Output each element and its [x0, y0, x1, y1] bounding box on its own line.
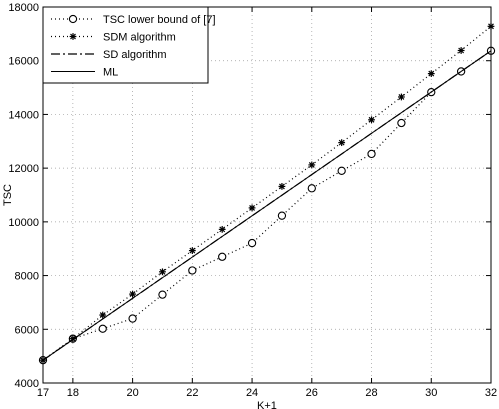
star-stroke [368, 116, 375, 123]
series-line-4 [42, 50, 492, 361]
y-tick-label: 4000 [15, 378, 39, 390]
x-tick-label: 30 [425, 387, 437, 399]
x-axis-label: K+1 [257, 400, 277, 409]
star-stroke [219, 226, 226, 233]
star-stroke [159, 268, 166, 275]
data-point-star [129, 290, 136, 298]
data-point-star [368, 116, 375, 124]
grid [43, 7, 491, 383]
series-line-1 [42, 50, 492, 361]
data-point-circle [128, 314, 137, 323]
data-point-circle [277, 211, 287, 220]
data-point-star [308, 161, 316, 169]
x-tick-label: 24 [246, 387, 258, 399]
y-tick-label: 6000 [15, 324, 39, 336]
data-point-circle [307, 184, 316, 193]
data-point-star [99, 311, 107, 319]
y-tick-label: 10000 [8, 217, 39, 229]
plot-frame [42, 6, 492, 384]
data-point-circle [247, 238, 257, 248]
data-point-star [159, 268, 166, 276]
star-stroke [189, 247, 196, 254]
legend-label-3: SD algorithm [103, 49, 167, 61]
data-point-star [398, 93, 405, 101]
data-point-star [427, 70, 435, 78]
y-tick-label: 14000 [8, 109, 39, 121]
legend-label-4: ML [103, 67, 118, 79]
y-tick-label: 16000 [8, 56, 39, 68]
star-stroke [129, 291, 136, 298]
star-stroke [338, 139, 345, 146]
data-point-star [457, 47, 465, 54]
x-tick-label: 17 [37, 387, 49, 399]
data-point-circle [337, 166, 346, 175]
data-point-star [338, 139, 346, 147]
star-stroke [99, 312, 106, 318]
star-stroke [70, 33, 76, 40]
data-point-circle [367, 149, 376, 159]
star-stroke [428, 70, 435, 77]
y-tick-label: 12000 [8, 163, 39, 175]
data-point-circle [158, 290, 167, 299]
star-stroke [458, 47, 465, 54]
star-stroke [279, 183, 285, 190]
data-point-star [188, 247, 196, 254]
star-stroke [249, 204, 255, 211]
x-tick-label: 20 [126, 387, 138, 399]
legend: TSC lower bound of [7] SDM algorithm SD al… [42, 6, 216, 84]
data-point-circle [188, 266, 197, 275]
ticks: 17 18 20 22 24 26 28 30 32 4000 6000 8000 10000 12000… [8, 2, 497, 399]
legend-label-2: SDM algorithm [103, 32, 176, 44]
data-point-circle [68, 14, 78, 24]
data-point-circle [98, 324, 107, 333]
data-point-star [218, 225, 226, 233]
legend-label-1: TSC lower bound of [7] [103, 14, 216, 26]
x-tick-label: 26 [306, 387, 318, 399]
x-tick-label: 28 [365, 387, 377, 399]
x-tick-label: 22 [186, 387, 198, 399]
data-point-star [69, 33, 77, 40]
y-axis-label: TSC [2, 184, 14, 206]
star-stroke [398, 94, 405, 100]
y-tick-label: 18000 [8, 2, 39, 14]
star-stroke [308, 161, 315, 168]
y-tick-label: 8000 [15, 271, 39, 283]
data-point-circle [218, 252, 227, 261]
data-point-star [278, 183, 286, 190]
data-point-circle [397, 118, 406, 128]
x-tick-label: 18 [67, 387, 79, 399]
data-point-star [248, 204, 256, 212]
x-tick-label: 32 [485, 387, 497, 399]
